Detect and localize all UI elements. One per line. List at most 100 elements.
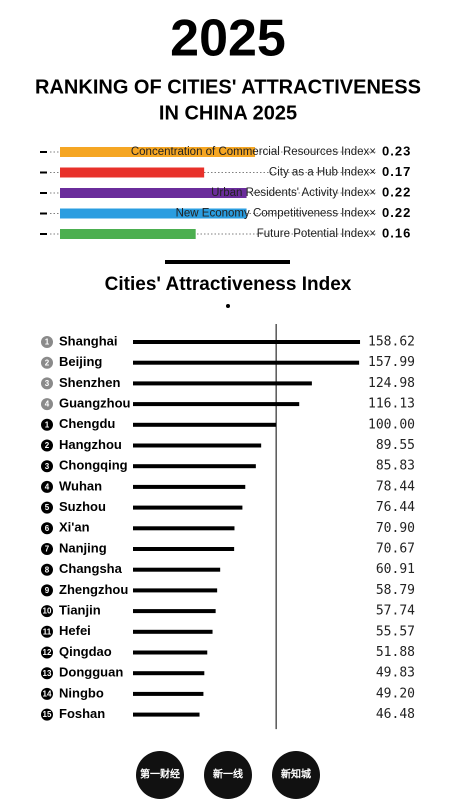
bar [133,505,243,510]
rank-label: 4 [45,483,50,492]
city-label: Ningbo [59,685,104,700]
footer-logos: 第一财经 新一线 新知城 [136,751,320,799]
weight-value: 0.23 [382,143,411,158]
rank-badge [41,460,53,473]
weight-value: 0.17 [382,164,411,179]
logo-badge [272,751,320,799]
rank-badge [41,439,53,452]
city-label: Guangzhou [59,396,131,411]
rank-label: 3 [45,462,50,471]
value-label: 116.13 [368,397,415,412]
bar [133,567,221,572]
rank-badge [41,605,53,618]
rank-label: 14 [43,690,52,699]
bar [133,629,213,634]
rank-label: 7 [45,545,50,554]
rank-badge [41,522,53,535]
rank-badge [41,667,53,680]
value-label: 76.44 [376,500,415,515]
rank-label: 4 [45,400,50,409]
dash [40,192,47,194]
logo-text: 第一财经 [140,768,180,781]
value-label: 51.88 [376,645,415,660]
value-label: 157.99 [368,355,415,370]
city-label: Shenzhen [59,375,120,390]
bar [133,443,262,448]
title: 2025 [170,10,286,68]
rank-badge [41,584,53,597]
dash [40,171,47,174]
rank-label: 2 [45,441,50,450]
dash [40,233,47,235]
divider [165,260,290,264]
value-label: 70.67 [376,542,415,557]
subtitle: IN CHINA 2025 [159,102,297,124]
city-label: Changsha [59,561,123,576]
dash [40,212,47,215]
bar [133,464,256,469]
city-label: Tianjin [59,603,101,618]
city-label: Nanjing [59,540,107,555]
weight-bar [60,208,247,219]
value-label: 85.83 [376,459,415,474]
bar [133,422,277,427]
rank-badge [41,336,53,348]
city-label: Xi'an [59,520,90,535]
bar [133,547,235,551]
weight-bar [60,167,205,178]
rank-badge [41,377,53,390]
value-label: 60.91 [376,562,415,577]
rank-badge [41,480,53,493]
logo-badge [204,751,252,799]
rank-label: 12 [43,648,52,657]
rank-badge [41,398,53,411]
weight-label: Urban Residents' Activity Index× [211,187,376,199]
weight-value: 0.16 [382,225,411,240]
city-label: Chongqing [59,458,128,473]
bar [133,650,208,655]
value-label: 55.57 [376,624,415,639]
rank-label: 13 [43,669,52,678]
logo-text: 新一线 [213,768,243,781]
weight-bar [60,147,256,157]
rank-badge [41,708,53,721]
value-label: 78.44 [376,479,415,494]
rank-badge [41,501,53,514]
bar [133,526,235,531]
subtitle: RANKING OF CITIES' ATTRACTIVENESS [35,76,421,98]
bar [133,340,361,344]
rank-label: 9 [45,586,50,595]
value-label: 89.55 [376,438,415,453]
rank-label: 11 [43,627,52,636]
rank-badge [41,543,53,555]
weight-value: 0.22 [382,184,411,199]
rank-label: 6 [45,524,50,533]
rank-label: 10 [43,607,52,616]
rank-label: 3 [45,379,50,388]
city-label: Chengdu [59,416,115,431]
value-label: 46.48 [376,707,415,722]
rank-badge [41,418,53,431]
bar [133,588,218,593]
city-label: Beijing [59,354,102,369]
rank-badge [41,625,53,638]
rank-label: 1 [45,420,50,429]
value-label: 57.74 [376,604,415,619]
weight-label: Future Potential Index× [257,228,376,240]
rank-label: 15 [43,710,52,719]
bar [133,484,246,489]
rank-label: 5 [45,503,50,512]
rank-badge [41,646,53,659]
rank-label: 1 [45,338,50,347]
value-label: 124.98 [368,376,415,391]
city-label: Qingdao [59,644,112,659]
value-label: 158.62 [368,335,415,350]
bar [133,691,204,696]
weight-label: City as a Hub Index× [269,167,376,179]
city-label: Dongguan [59,665,123,680]
chart-title: Cities' Attractiveness Index [105,274,352,295]
dash [40,151,47,153]
weight-label: Concentration of Commercial Resources In… [131,146,376,158]
bar [133,671,205,676]
